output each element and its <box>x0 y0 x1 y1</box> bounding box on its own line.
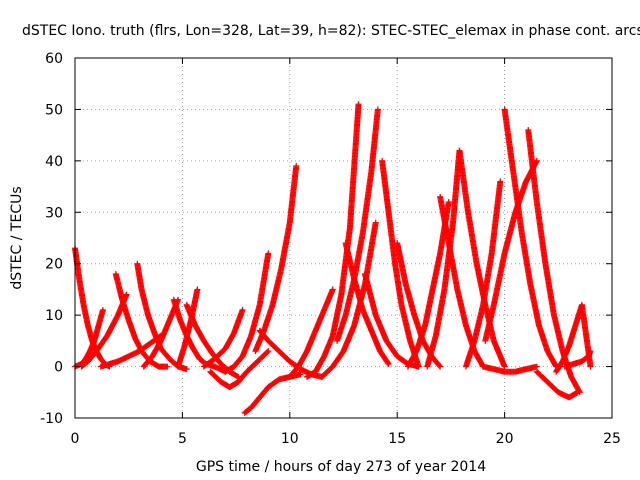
x-tick-label: 10 <box>281 431 299 447</box>
y-tick-label: 30 <box>45 205 63 221</box>
data-point <box>164 363 171 370</box>
x-axis-label: GPS time / hours of day 273 of year 2014 <box>196 459 486 475</box>
data-point <box>297 371 304 378</box>
data-point <box>183 366 190 373</box>
data-point <box>264 348 271 355</box>
y-tick-label: 10 <box>45 308 63 324</box>
data-point <box>293 163 300 169</box>
y-tick-label: 20 <box>45 257 63 273</box>
y-tick-label: -10 <box>40 411 63 427</box>
series-arc04 <box>112 271 171 370</box>
series-arc10 <box>183 301 242 380</box>
y-axis-label: dSTEC / TECUs <box>9 186 25 289</box>
series-arc06 <box>97 332 164 370</box>
series-arc11 <box>200 307 246 370</box>
x-tick-label: 15 <box>388 431 406 447</box>
data-point <box>123 291 130 298</box>
y-tick-label: 60 <box>45 51 63 67</box>
data-point <box>372 219 379 226</box>
series-arc07 <box>140 296 182 370</box>
series-arc12 <box>207 348 272 391</box>
data-point <box>99 307 106 313</box>
data-point <box>374 106 381 113</box>
chart-title: dSTEC Iono. truth (flrs, Lon=328, Lat=39… <box>22 23 640 39</box>
y-tick-label: 40 <box>45 154 63 170</box>
series-arc32 <box>525 127 583 396</box>
data-point <box>329 286 336 293</box>
data-point <box>194 286 201 293</box>
x-tick-label: 5 <box>178 431 187 447</box>
series-arc21 <box>342 240 392 367</box>
data-point <box>239 307 246 313</box>
data-point <box>265 250 272 257</box>
series-arc33 <box>480 363 540 375</box>
y-tick-label: 0 <box>54 360 63 376</box>
data-point <box>265 348 272 355</box>
x-tick-label: 0 <box>71 431 80 447</box>
series-arc20 <box>334 106 381 344</box>
tick-labels: 0 5 10 15 20 25 -10 0 10 20 30 40 50 60 <box>40 51 621 447</box>
x-tick-label: 25 <box>603 431 621 447</box>
series-arc03 <box>78 291 130 370</box>
data-points <box>72 101 594 416</box>
x-tick-label: 20 <box>496 431 514 447</box>
series-arc14 <box>241 371 304 416</box>
y-tick-label: 50 <box>45 102 63 118</box>
series-arc17 <box>286 286 336 380</box>
series-arc15 <box>252 163 300 355</box>
series-arc13 <box>222 250 272 375</box>
series-arc26 <box>424 147 463 370</box>
data-point <box>355 101 362 108</box>
